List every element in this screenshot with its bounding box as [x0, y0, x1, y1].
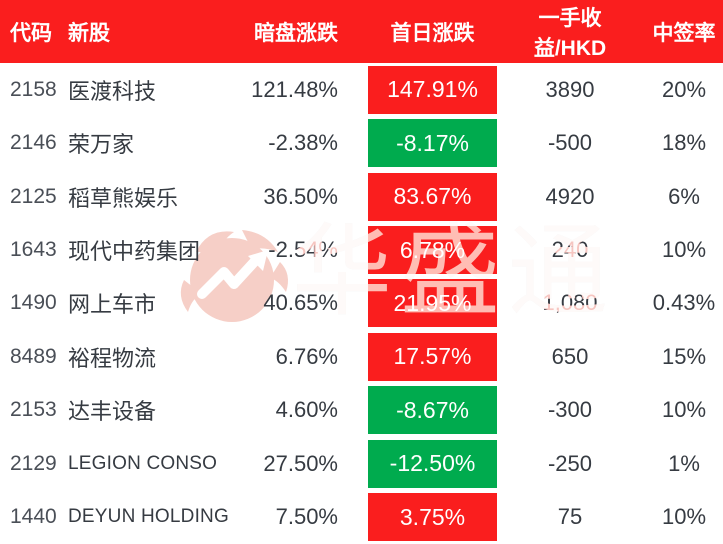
lot-profit-hkd: 650: [551, 343, 589, 369]
first-day-change-cell: -8.17%: [352, 116, 513, 169]
grey-market-change: 7.50%: [275, 504, 338, 530]
stock-code: 1643: [10, 238, 57, 262]
header-lot-profit-hkd: 一手收益/HKD: [533, 6, 607, 60]
first-day-change-badge: -8.17%: [368, 119, 497, 168]
win-rate: 10%: [661, 397, 707, 423]
stock-code: 1440: [10, 505, 57, 529]
stock-code: 8489: [10, 344, 57, 368]
first-day-change-badge: 3.75%: [368, 493, 497, 542]
grey-market-change: 40.65%: [263, 290, 338, 316]
stock-code: 2125: [10, 184, 57, 208]
first-day-change-badge: -12.50%: [368, 439, 497, 488]
table-row[interactable]: 1440 DEYUN HOLDING 7.50% 3.75% 75 10%: [0, 491, 723, 544]
lot-profit-hkd: 240: [551, 237, 589, 263]
stock-name: 医渡科技: [68, 78, 157, 104]
win-rate: 10%: [661, 237, 707, 263]
first-day-change-cell: 17.57%: [352, 330, 513, 383]
table-row[interactable]: 2129 LEGION CONSO 27.50% -12.50% -250 1%: [0, 437, 723, 490]
stock-name: 达丰设备: [68, 399, 157, 425]
first-day-change-cell: -12.50%: [352, 437, 513, 490]
first-day-change-cell: 83.67%: [352, 170, 513, 223]
table-header-row: 代码 新股 暗盘涨跌 首日涨跌 一手收益/HKD 中签率: [0, 0, 723, 63]
first-day-change-badge: 17.57%: [368, 332, 497, 381]
table-row[interactable]: 2153 达丰设备 4.60% -8.67% -300 10%: [0, 384, 723, 437]
grey-market-change: -2.38%: [268, 130, 338, 156]
grey-market-change: 4.60%: [275, 397, 338, 423]
first-day-change-badge: 83.67%: [368, 172, 497, 221]
first-day-change-cell: 21.95%: [352, 277, 513, 330]
stock-name: 网上车市: [68, 292, 157, 318]
win-rate: 1%: [668, 450, 700, 476]
stock-name: LEGION CONSO: [68, 452, 218, 474]
first-day-change-badge: -8.67%: [368, 386, 497, 435]
stock-name: 现代中药集团: [68, 239, 201, 265]
first-day-change-cell: -8.67%: [352, 384, 513, 437]
grey-market-change: 27.50%: [263, 450, 338, 476]
lot-profit-hkd: -250: [547, 450, 593, 476]
lot-profit-hkd: -500: [547, 130, 593, 156]
header-win-rate: 中签率: [652, 21, 716, 45]
stock-code: 2146: [10, 131, 57, 155]
header-grey-market-change: 暗盘涨跌: [254, 21, 338, 45]
lot-profit-hkd: 3890: [545, 76, 595, 102]
first-day-change-cell: 147.91%: [352, 63, 513, 116]
stock-name: DEYUN HOLDING: [68, 506, 229, 528]
table-row[interactable]: 8489 裕程物流 6.76% 17.57% 650 15%: [0, 330, 723, 383]
lot-profit-hkd: -300: [547, 397, 593, 423]
stock-name: 稻草熊娱乐: [68, 185, 179, 211]
lot-profit-hkd: 75: [557, 504, 583, 530]
grey-market-change: 121.48%: [251, 76, 338, 102]
stock-code: 1490: [10, 291, 57, 315]
table-row[interactable]: 1490 网上车市 40.65% 21.95% 1,080 0.43%: [0, 277, 723, 330]
header-code: 代码: [10, 21, 52, 45]
first-day-change-badge: 147.91%: [368, 65, 497, 114]
stock-code: 2153: [10, 398, 57, 422]
first-day-change-cell: 6.78%: [352, 223, 513, 276]
win-rate: 18%: [661, 130, 707, 156]
table-body: 2158 医渡科技 121.48% 147.91% 3890 20% 2146 …: [0, 63, 723, 544]
first-day-change-badge: 6.78%: [368, 226, 497, 275]
win-rate: 10%: [661, 504, 707, 530]
table-row[interactable]: 2146 荣万家 -2.38% -8.17% -500 18%: [0, 116, 723, 169]
table-row[interactable]: 1643 现代中药集团 -2.54% 6.78% 240 10%: [0, 223, 723, 276]
first-day-change-badge: 21.95%: [368, 279, 497, 328]
header-first-day-change: 首日涨跌: [390, 21, 475, 45]
table-row[interactable]: 2125 稻草熊娱乐 36.50% 83.67% 4920 6%: [0, 170, 723, 223]
grey-market-change: 36.50%: [263, 183, 338, 209]
grey-market-change: 6.76%: [275, 343, 338, 369]
stock-code: 2129: [10, 451, 57, 475]
stock-code: 2158: [10, 77, 57, 101]
grey-market-change: -2.54%: [268, 237, 338, 263]
lot-profit-hkd: 4920: [545, 183, 595, 209]
stock-name: 荣万家: [68, 132, 135, 158]
win-rate: 15%: [661, 343, 707, 369]
win-rate: 6%: [668, 183, 700, 209]
stock-name: 裕程物流: [68, 345, 157, 371]
lot-profit-hkd: 1,080: [542, 290, 598, 316]
table-row[interactable]: 2158 医渡科技 121.48% 147.91% 3890 20%: [0, 63, 723, 116]
win-rate: 0.43%: [652, 290, 716, 316]
first-day-change-cell: 3.75%: [352, 491, 513, 544]
header-new-stock: 新股: [68, 21, 110, 45]
win-rate: 20%: [661, 76, 707, 102]
